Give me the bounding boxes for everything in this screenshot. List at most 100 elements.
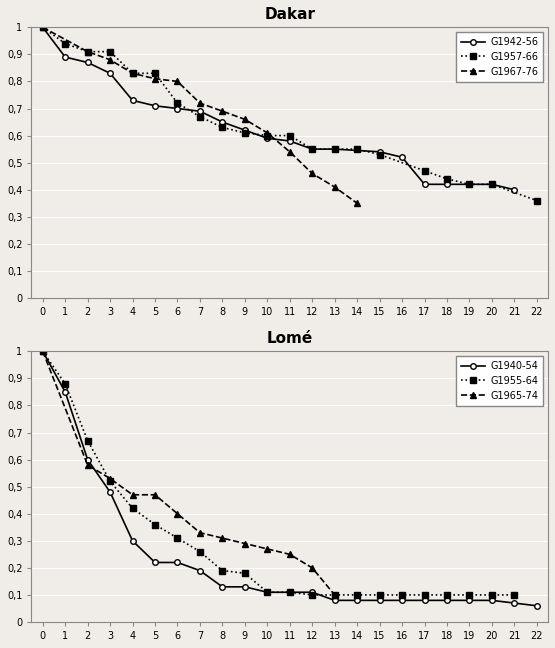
Title: Dakar: Dakar <box>264 7 315 22</box>
G1965-74 <box>309 564 316 572</box>
G1965-74 <box>219 534 226 542</box>
G1965-74 <box>174 510 181 518</box>
G1957-66 <box>354 145 361 153</box>
G1967-76 <box>107 56 113 64</box>
G1940-54 <box>264 588 271 596</box>
G1942-56 <box>286 137 293 145</box>
G1965-74 <box>152 491 158 499</box>
G1957-66 <box>331 145 338 153</box>
G1965-74 <box>286 550 293 558</box>
G1942-56 <box>152 102 158 110</box>
G1957-66 <box>376 150 383 158</box>
G1957-66 <box>466 180 473 188</box>
G1967-76 <box>309 170 316 178</box>
G1965-74 <box>241 540 248 548</box>
Line: G1965-74: G1965-74 <box>40 349 337 597</box>
Line: G1955-64: G1955-64 <box>40 349 517 597</box>
G1955-64 <box>488 591 495 599</box>
G1957-66 <box>174 99 181 107</box>
G1957-66 <box>421 167 428 175</box>
Legend: G1942-56, G1957-66, G1967-76: G1942-56, G1957-66, G1967-76 <box>456 32 543 82</box>
G1967-76 <box>264 129 271 137</box>
G1955-64 <box>354 591 361 599</box>
G1942-56 <box>466 180 473 188</box>
G1940-54 <box>219 583 226 591</box>
G1957-66 <box>39 23 46 31</box>
G1955-64 <box>264 588 271 596</box>
G1940-54 <box>107 488 113 496</box>
G1965-74 <box>84 461 91 469</box>
G1942-56 <box>129 97 136 104</box>
Title: Lomé: Lomé <box>266 331 313 346</box>
G1965-74 <box>129 491 136 499</box>
G1955-64 <box>443 591 450 599</box>
G1940-54 <box>331 596 338 604</box>
G1940-54 <box>84 456 91 463</box>
G1955-64 <box>398 591 405 599</box>
G1942-56 <box>331 145 338 153</box>
G1942-56 <box>84 58 91 66</box>
G1955-64 <box>196 548 203 555</box>
G1940-54 <box>511 599 518 607</box>
G1942-56 <box>219 118 226 126</box>
G1965-74 <box>39 347 46 355</box>
G1967-76 <box>129 69 136 77</box>
G1942-56 <box>107 69 113 77</box>
G1942-56 <box>398 154 405 161</box>
Line: G1940-54: G1940-54 <box>40 349 539 608</box>
G1965-74 <box>331 591 338 599</box>
G1940-54 <box>354 596 361 604</box>
G1940-54 <box>152 559 158 566</box>
G1940-54 <box>466 596 473 604</box>
G1942-56 <box>241 126 248 134</box>
Line: G1957-66: G1957-66 <box>40 25 539 203</box>
G1957-66 <box>443 175 450 183</box>
G1965-74 <box>107 474 113 482</box>
G1955-64 <box>62 380 68 388</box>
G1955-64 <box>241 570 248 577</box>
G1940-54 <box>174 559 181 566</box>
G1942-56 <box>264 134 271 142</box>
G1957-66 <box>264 132 271 139</box>
G1955-64 <box>511 591 518 599</box>
G1967-76 <box>196 99 203 107</box>
G1940-54 <box>241 583 248 591</box>
G1955-64 <box>39 347 46 355</box>
G1940-54 <box>309 588 316 596</box>
G1967-76 <box>39 23 46 31</box>
G1967-76 <box>241 115 248 123</box>
G1967-76 <box>152 75 158 82</box>
G1967-76 <box>219 108 226 115</box>
G1955-64 <box>421 591 428 599</box>
G1955-64 <box>466 591 473 599</box>
Legend: G1940-54, G1955-64, G1965-74: G1940-54, G1955-64, G1965-74 <box>456 356 543 406</box>
G1955-64 <box>152 521 158 529</box>
G1955-64 <box>376 591 383 599</box>
G1940-54 <box>398 596 405 604</box>
G1955-64 <box>219 567 226 575</box>
G1967-76 <box>331 183 338 191</box>
G1955-64 <box>331 591 338 599</box>
G1942-56 <box>174 104 181 112</box>
G1955-64 <box>107 478 113 485</box>
G1957-66 <box>219 124 226 132</box>
G1955-64 <box>84 437 91 445</box>
G1955-64 <box>309 591 316 599</box>
G1967-76 <box>174 78 181 86</box>
G1957-66 <box>286 132 293 139</box>
G1942-56 <box>39 23 46 31</box>
G1965-74 <box>196 529 203 537</box>
G1957-66 <box>533 197 540 205</box>
G1957-66 <box>152 69 158 77</box>
G1967-76 <box>354 200 361 207</box>
G1942-56 <box>196 108 203 115</box>
G1942-56 <box>443 180 450 188</box>
G1957-66 <box>309 145 316 153</box>
G1942-56 <box>511 186 518 194</box>
G1940-54 <box>129 537 136 545</box>
G1957-66 <box>107 48 113 56</box>
G1957-66 <box>488 180 495 188</box>
G1957-66 <box>196 113 203 121</box>
G1967-76 <box>84 48 91 56</box>
G1940-54 <box>421 596 428 604</box>
